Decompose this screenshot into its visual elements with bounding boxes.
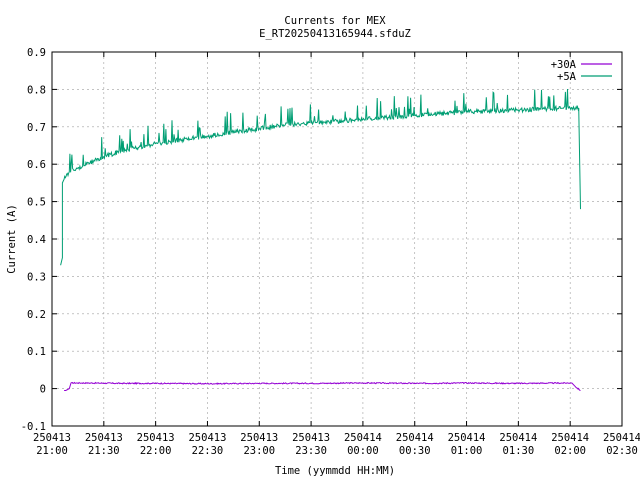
y-tick-label: 0.1 <box>27 346 46 358</box>
x-tick-date: 250413 <box>292 432 330 444</box>
x-tick-date: 250414 <box>603 432 640 444</box>
x-tick-time: 23:30 <box>295 445 327 457</box>
x-tick-date: 250413 <box>85 432 123 444</box>
x-tick-time: 22:00 <box>140 445 172 457</box>
legend-label: +5A <box>557 71 577 83</box>
legend: +30A+5A <box>551 59 612 83</box>
x-tick-time: 02:30 <box>606 445 638 457</box>
x-tick-date: 250414 <box>396 432 434 444</box>
x-tick-date: 250414 <box>499 432 537 444</box>
plot-frame <box>51 51 623 427</box>
x-tick-date: 250414 <box>448 432 486 444</box>
y-axis-label: Current (A) <box>6 204 18 274</box>
x-tick-date: 250413 <box>137 432 175 444</box>
y-tick-label: -0.1 <box>21 421 46 433</box>
legend-label: +30A <box>551 59 577 71</box>
x-tick-time: 02:00 <box>554 445 586 457</box>
x-tick-date: 250414 <box>551 432 589 444</box>
x-tick-time: 22:30 <box>192 445 224 457</box>
x-tick-time: 23:00 <box>243 445 275 457</box>
y-tick-label: 0.2 <box>27 309 46 321</box>
x-tick-date: 250413 <box>188 432 226 444</box>
x-tick-date: 250413 <box>33 432 71 444</box>
y-tick-label: 0.4 <box>27 234 46 246</box>
y-tick-label: 0.5 <box>27 197 46 209</box>
x-axis-label: Time (yymmdd HH:MM) <box>275 465 395 477</box>
x-tick-time: 01:00 <box>451 445 483 457</box>
y-tick-label: 0.3 <box>27 271 46 283</box>
series-line-plus-5a <box>60 88 581 266</box>
x-tick-time: 21:00 <box>36 445 68 457</box>
x-tick-time: 00:00 <box>347 445 379 457</box>
x-tick-date: 250414 <box>344 432 382 444</box>
y-tick-label: 0 <box>40 384 46 396</box>
series-layer <box>60 88 581 391</box>
x-tick-date: 250413 <box>240 432 278 444</box>
chart-subtitle: E_RT20250413165944.sfduZ <box>259 28 411 40</box>
y-tick-label: 0.6 <box>27 159 46 171</box>
y-tick-label: 0.9 <box>27 47 46 59</box>
chart-title: Currents for MEX <box>284 15 386 27</box>
ticks-layer: -0.100.10.20.30.40.50.60.70.80.925041321… <box>21 47 640 457</box>
x-tick-time: 21:30 <box>88 445 120 457</box>
y-tick-label: 0.8 <box>27 84 46 96</box>
series-line-plus-30a <box>64 381 581 391</box>
y-tick-label: 0.7 <box>27 122 46 134</box>
x-tick-time: 01:30 <box>503 445 535 457</box>
grid-layer <box>52 52 622 426</box>
x-tick-time: 00:30 <box>399 445 431 457</box>
